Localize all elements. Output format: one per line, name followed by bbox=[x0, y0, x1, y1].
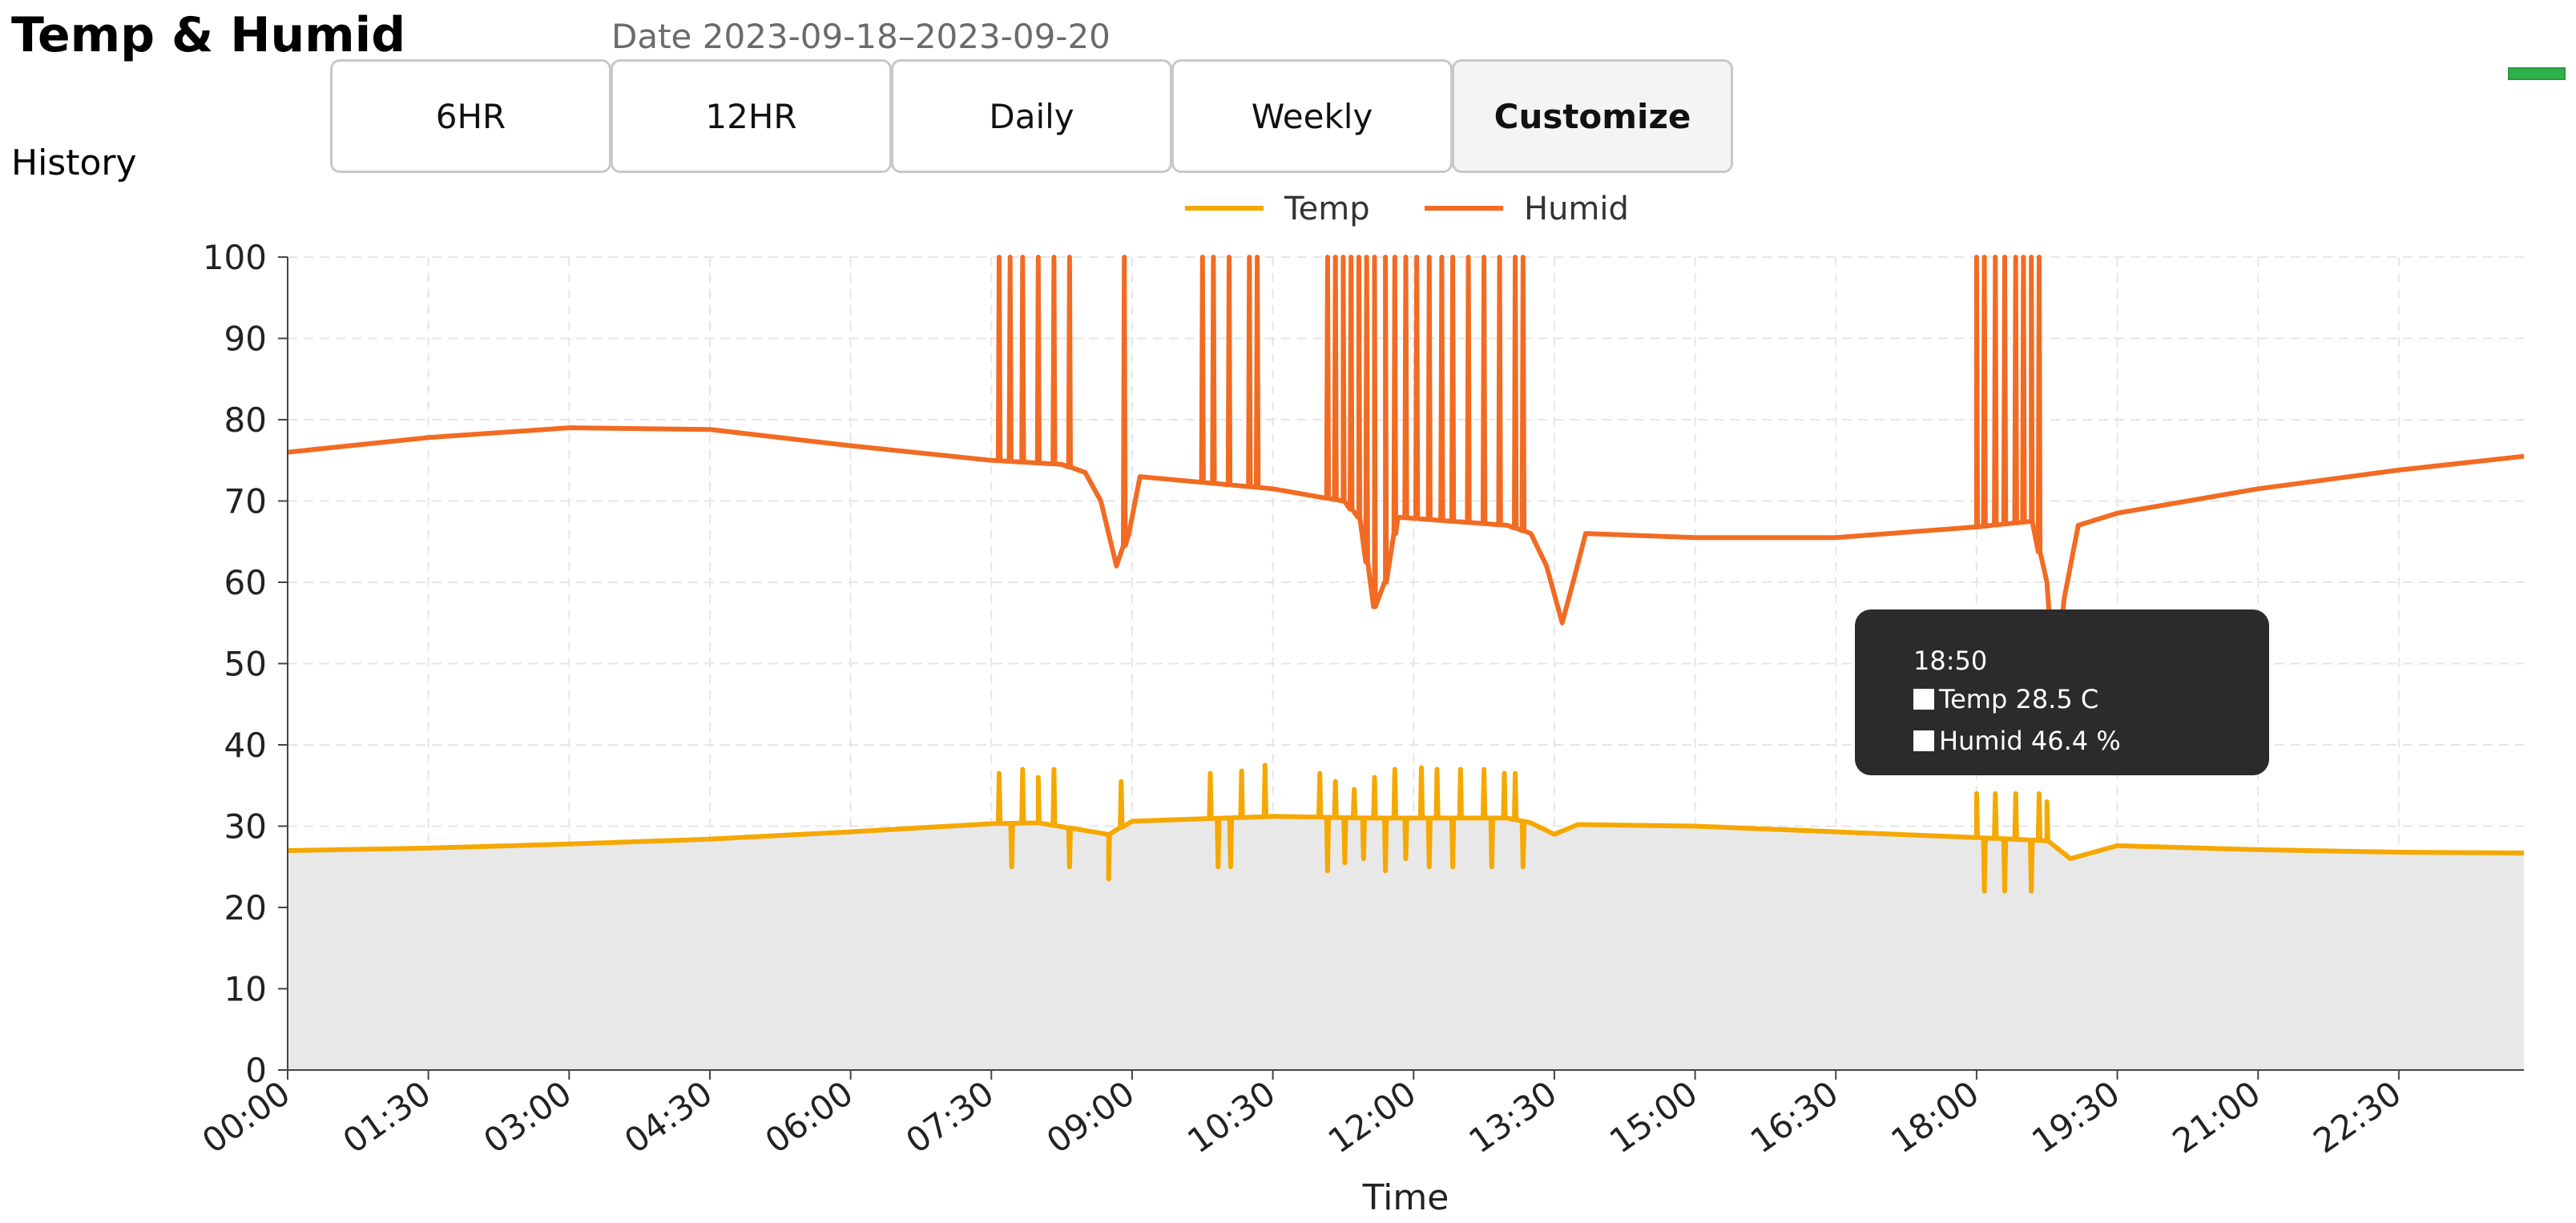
tab-12hr[interactable]: 12HR bbox=[611, 59, 892, 173]
x-axis-title: Time bbox=[1362, 1177, 1449, 1218]
y-tick-label: 40 bbox=[224, 726, 267, 765]
chart-area-layer bbox=[288, 765, 2524, 1070]
y-tick-label: 60 bbox=[224, 563, 267, 602]
y-tick-label: 10 bbox=[224, 970, 267, 1009]
series-line-humid bbox=[287, 255, 2525, 695]
date-range-label[interactable]: Date 2023-09-18–2023-09-20 bbox=[611, 17, 1111, 56]
x-tick-label: 15:00 bbox=[1602, 1073, 1704, 1161]
tooltip-humid-row: Humid 46.4 % bbox=[1913, 725, 2121, 757]
humid-swatch-icon bbox=[1913, 730, 1934, 751]
y-tick-label: 90 bbox=[224, 320, 267, 359]
y-tick-label: 100 bbox=[203, 238, 267, 277]
x-tick-label: 22:30 bbox=[2306, 1073, 2408, 1161]
tooltip-humid-value: Humid 46.4 % bbox=[1939, 726, 2121, 756]
x-tick-label: 10:30 bbox=[1180, 1073, 1282, 1161]
tooltip-temp-row: Temp 28.5 C bbox=[1913, 683, 2098, 715]
range-tabs: 6HR 12HR Daily Weekly Customize bbox=[330, 59, 1733, 173]
y-tick-label: 70 bbox=[224, 482, 267, 521]
chart-lines-layer bbox=[287, 255, 2525, 894]
legend-item-humid[interactable]: Humid bbox=[1425, 191, 1629, 227]
legend-label: Temp bbox=[1284, 191, 1370, 227]
y-tick-label: 80 bbox=[224, 400, 267, 440]
x-tick-label: 09:00 bbox=[1039, 1073, 1141, 1161]
x-tick-label: 12:00 bbox=[1321, 1073, 1423, 1161]
y-tick-label: 50 bbox=[224, 645, 267, 684]
x-tick-label: 07:30 bbox=[899, 1073, 1001, 1161]
legend-item-temp[interactable]: Temp bbox=[1185, 191, 1370, 227]
tab-daily[interactable]: Daily bbox=[891, 59, 1172, 173]
tab-customize[interactable]: Customize bbox=[1452, 59, 1733, 173]
status-indicator bbox=[2508, 67, 2566, 80]
tooltip-time: 18:50 bbox=[1913, 646, 1988, 676]
x-tick-label: 16:30 bbox=[1744, 1073, 1845, 1161]
y-tick-label: 20 bbox=[224, 888, 267, 927]
tab-6hr[interactable]: 6HR bbox=[330, 59, 611, 173]
x-tick-label: 13:30 bbox=[1461, 1073, 1563, 1161]
page-title: Temp & Humid bbox=[11, 7, 406, 63]
x-tick-label: 19:30 bbox=[2025, 1073, 2127, 1161]
chart-tooltip: 18:50 Temp 28.5 C Humid 46.4 % bbox=[1855, 609, 2269, 775]
y-tick-label: 0 bbox=[245, 1051, 267, 1090]
series-area-temp bbox=[288, 765, 2524, 1070]
x-tick-label: 18:00 bbox=[1884, 1073, 1985, 1161]
temp-swatch-icon bbox=[1913, 689, 1934, 710]
legend-label: Humid bbox=[1524, 191, 1629, 227]
series-line-temp bbox=[287, 762, 2525, 894]
tooltip-temp-value: Temp 28.5 C bbox=[1939, 684, 2099, 714]
tab-weekly[interactable]: Weekly bbox=[1171, 59, 1453, 173]
x-tick-label: 01:30 bbox=[336, 1073, 437, 1161]
chart-legend[interactable]: Temp Humid bbox=[1185, 191, 1629, 227]
x-tick-label: 06:00 bbox=[758, 1073, 860, 1161]
x-tick-label: 04:30 bbox=[617, 1073, 719, 1161]
y-tick-label: 30 bbox=[224, 807, 267, 847]
x-tick-label: 03:00 bbox=[477, 1073, 578, 1161]
x-tick-label: 21:00 bbox=[2166, 1073, 2268, 1161]
history-label: History bbox=[11, 143, 137, 183]
